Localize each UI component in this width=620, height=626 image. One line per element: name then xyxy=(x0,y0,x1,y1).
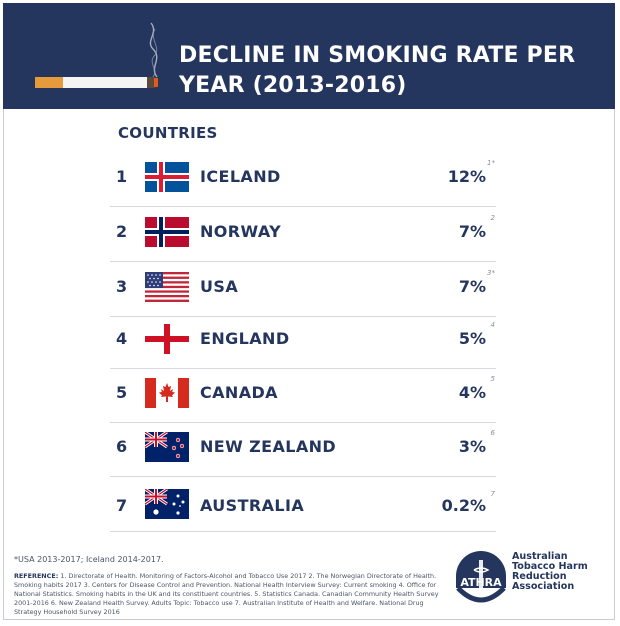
country-label: NORWAY xyxy=(200,222,282,241)
table-row: 7 AUSTRALIA 0.2% 7 xyxy=(110,476,496,532)
logo-line-1: Australian xyxy=(512,551,568,562)
reference-mark: 1* xyxy=(487,159,495,167)
reference-mark: 4 xyxy=(490,321,495,329)
rank-label: 2 xyxy=(116,222,128,241)
country-label: NEW ZEALAND xyxy=(200,437,337,456)
rank-label: 7 xyxy=(116,496,128,515)
table-row: 6 NEW ZEALAND 3% 6 xyxy=(110,421,496,477)
reference-mark: 2 xyxy=(490,214,495,222)
new-zealand-flag-icon xyxy=(145,432,189,462)
country-label: ICELAND xyxy=(200,167,281,186)
reference-label: REFERENCE: xyxy=(14,572,59,580)
reference-mark: 6 xyxy=(490,429,495,437)
value-label: 5% xyxy=(458,329,486,348)
title-line-2: YEAR (2013-2016) xyxy=(179,73,407,98)
value-label: 3% xyxy=(458,437,486,456)
rank-label: 6 xyxy=(116,437,128,456)
value-label: 4% xyxy=(458,383,486,402)
reference-mark: 7 xyxy=(490,490,495,498)
logo-text: Australian Tobacco Harm Reduction Associ… xyxy=(512,552,612,592)
rank-label: 5 xyxy=(116,383,128,402)
iceland-flag-icon xyxy=(145,162,189,192)
title-line-1: DECLINE IN SMOKING RATE PER xyxy=(179,43,576,68)
logo-line-2: Tobacco Harm Reduction xyxy=(512,561,588,582)
country-label: USA xyxy=(200,277,239,296)
canada-flag-icon xyxy=(145,378,189,408)
usa-flag-icon xyxy=(145,272,189,302)
table-row: 5 CANADA 4% 5 xyxy=(110,367,496,423)
reference-text: 1. Directorate of Health. Monitoring of … xyxy=(14,572,439,616)
value-label: 7% xyxy=(458,222,486,241)
logo-acronym: ATHRA xyxy=(460,576,502,589)
column-header-countries: COUNTRIES xyxy=(118,124,218,142)
australia-flag-icon xyxy=(145,489,189,519)
athra-logo-icon: ATHRA xyxy=(456,551,506,603)
rank-label: 1 xyxy=(116,167,128,186)
table-row: 4 ENGLAND 5% 4 xyxy=(110,313,496,369)
reference-mark: 5 xyxy=(490,375,495,383)
table-row: 1 ICELAND 12% 1* xyxy=(110,151,496,207)
reference-mark: 3* xyxy=(487,269,495,277)
england-flag-icon xyxy=(145,324,189,354)
logo-line-3: Association xyxy=(512,581,575,592)
country-label: CANADA xyxy=(200,383,278,402)
reference-block: REFERENCE: 1. Directorate of Health. Mon… xyxy=(14,572,444,617)
rank-label: 4 xyxy=(116,329,128,348)
value-label: 12% xyxy=(447,167,486,186)
country-label: ENGLAND xyxy=(200,329,290,348)
norway-flag-icon xyxy=(145,217,189,247)
cigarette-icon xyxy=(35,22,158,88)
table-row: 2 NORWAY 7% 2 xyxy=(110,206,496,262)
page-title: DECLINE IN SMOKING RATE PER YEAR (2013-2… xyxy=(179,41,599,101)
table-row: 3 USA 7% 3* xyxy=(110,261,496,317)
country-label: AUSTRALIA xyxy=(200,496,305,515)
value-label: 0.2% xyxy=(441,496,486,515)
rank-label: 3 xyxy=(116,277,128,296)
footnote: *USA 2013-2017; Iceland 2014-2017. xyxy=(14,555,164,564)
value-label: 7% xyxy=(458,277,486,296)
header-banner: DECLINE IN SMOKING RATE PER YEAR (2013-2… xyxy=(3,3,615,109)
